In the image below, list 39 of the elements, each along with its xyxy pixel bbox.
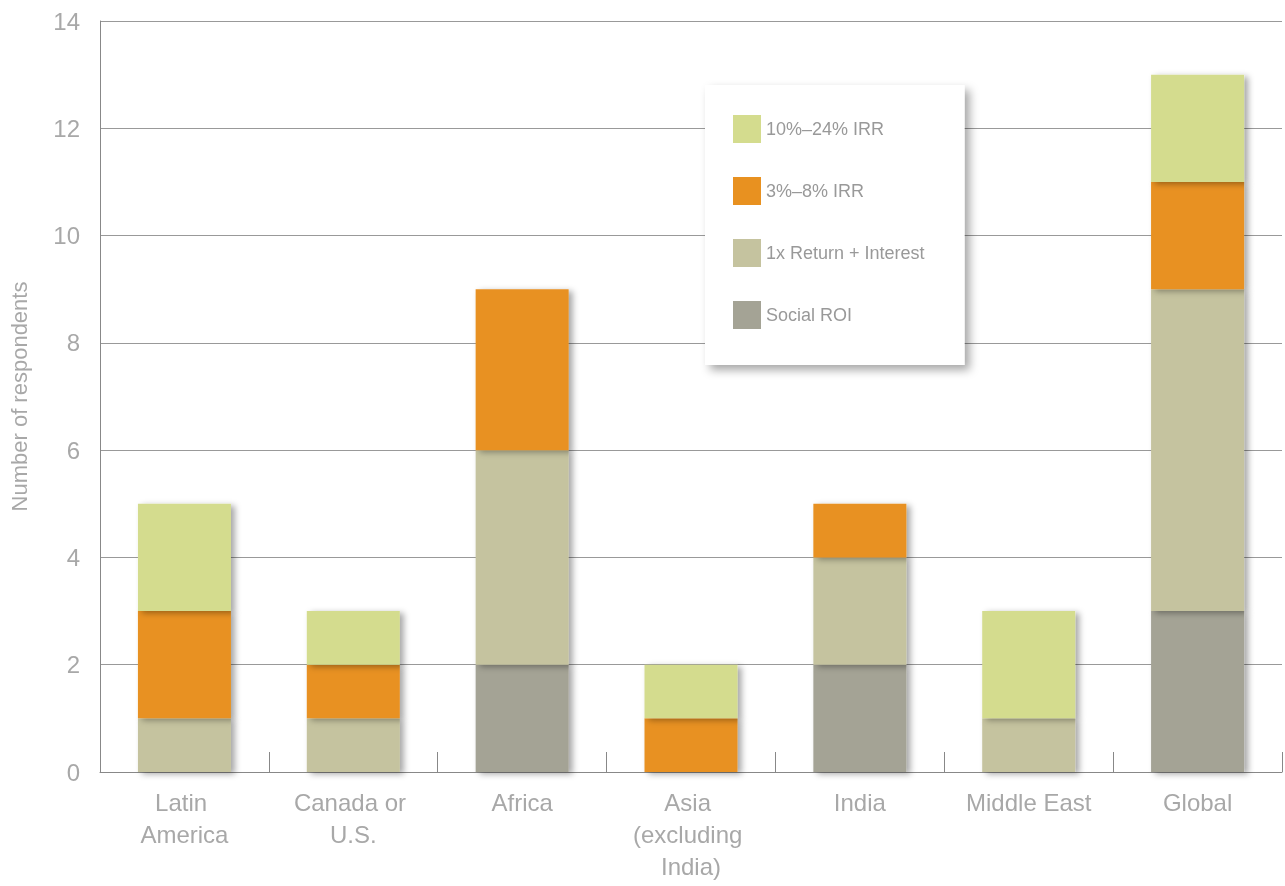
bar [813,503,907,558]
y-tick-label: 12 [53,114,80,142]
bar [982,718,1076,772]
bar [1151,181,1245,290]
bar [306,718,400,772]
legend-label: 3%–8% IRR [766,181,865,201]
y-tick-label: 4 [66,543,80,571]
bar [1151,74,1245,182]
legend-label: 1x Return + Interest [766,243,925,263]
y-axis-title: Number of respondents [6,281,32,512]
y-tick-label: 0 [66,758,80,786]
y-tick-label: 2 [66,651,80,679]
bar [813,557,907,665]
bar [475,289,569,451]
bar [475,450,569,665]
y-tick-label: 10 [53,222,80,250]
legend-label: 10%–24% IRR [766,119,885,139]
x-tick-label: India [833,788,887,816]
bar [137,611,231,719]
x-tick-label: Latin America [140,788,230,848]
bar [475,664,569,772]
x-tick-label: Middle East [966,788,1092,816]
bar [644,664,738,719]
bar [306,664,400,719]
x-tick-label: Asia (excluding India) [632,788,750,880]
y-tick-label: 6 [66,436,80,464]
y-tick-label: 14 [53,7,80,35]
bar [644,718,738,772]
bar [137,718,231,772]
bar [137,503,231,612]
x-tick-label: Africa [491,788,554,816]
bar [1151,289,1245,612]
bar [982,611,1076,719]
bar [306,611,400,665]
x-tick-label: Global [1162,788,1233,816]
x-tick-label: Canada or U.S. [293,788,413,848]
y-tick-label: 8 [66,329,80,357]
legend-label: Social ROI [766,305,853,325]
bar [813,664,907,772]
